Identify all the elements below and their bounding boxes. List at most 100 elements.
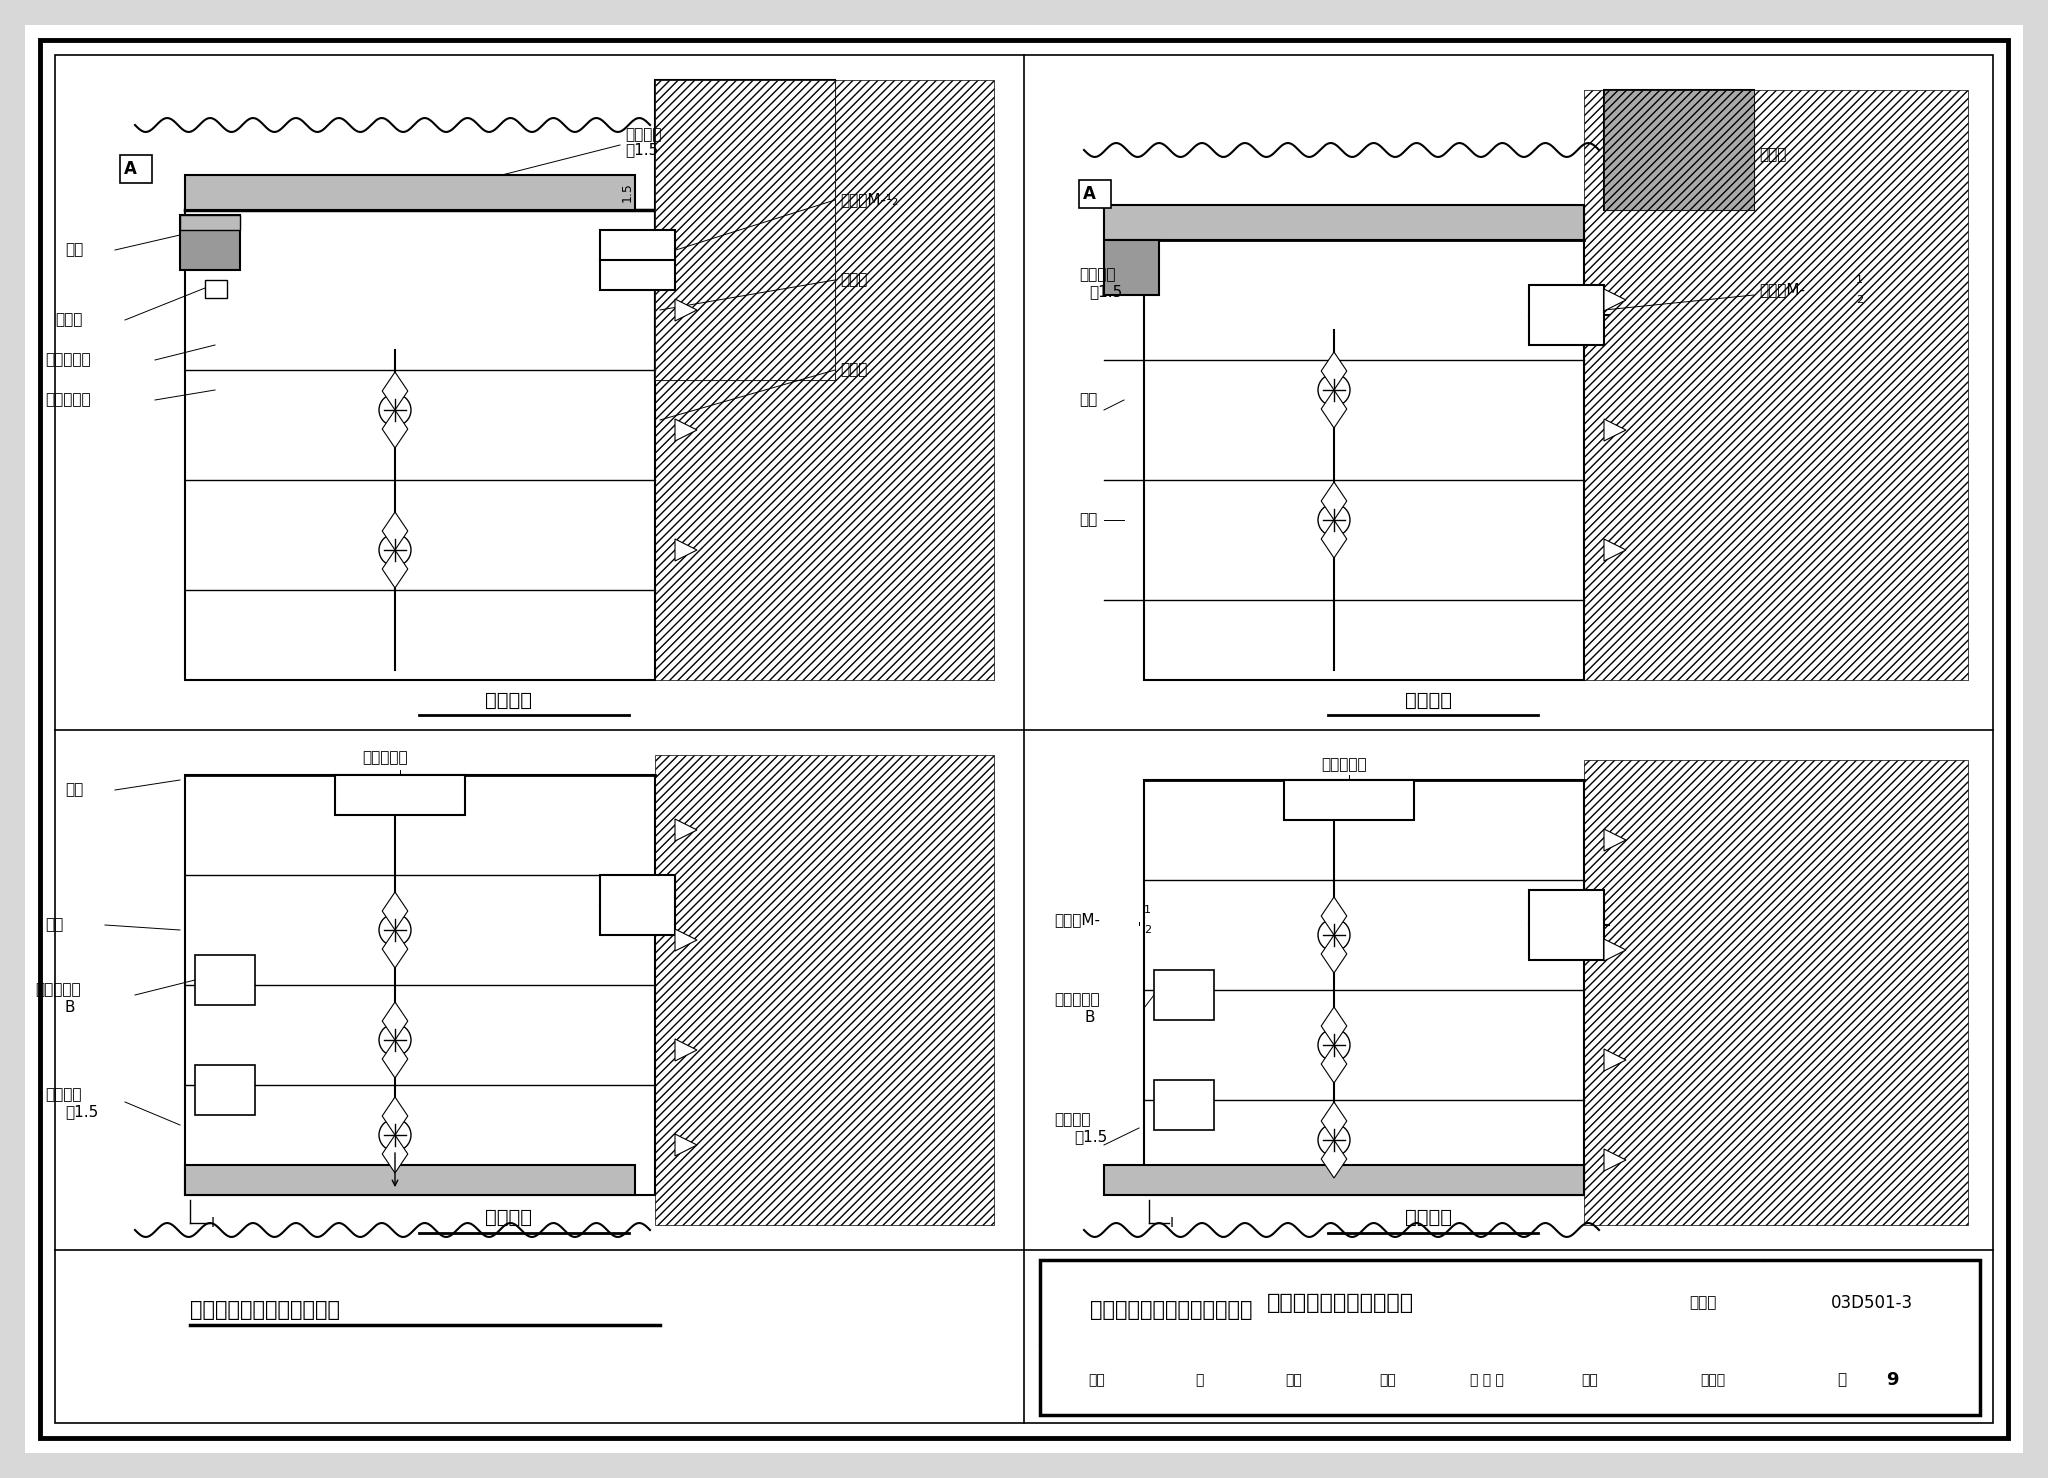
Bar	[336, 774, 465, 814]
Bar	[1604, 90, 1753, 210]
Polygon shape	[676, 418, 696, 440]
Text: 上端剖面: 上端剖面	[1405, 690, 1452, 709]
Text: 9: 9	[1886, 1372, 1898, 1389]
Polygon shape	[1321, 482, 1348, 520]
Text: 下端剖面: 下端剖面	[1405, 1208, 1452, 1227]
Text: 1.5: 1.5	[621, 182, 633, 202]
Polygon shape	[383, 1002, 408, 1041]
Text: 下封铝板: 下封铝板	[1055, 1113, 1090, 1128]
Bar	[1104, 205, 1583, 239]
Text: 社: 社	[1196, 1373, 1204, 1388]
Bar	[1604, 90, 1753, 210]
Polygon shape	[1604, 418, 1626, 440]
Bar	[1153, 1080, 1214, 1131]
Text: 蓝 反 很: 蓝 反 很	[1470, 1373, 1503, 1388]
Polygon shape	[1321, 390, 1348, 429]
Text: 下封铝板: 下封铝板	[45, 1088, 82, 1103]
Text: 下端剖面: 下端剖面	[485, 1208, 532, 1227]
Text: 厚1.5: 厚1.5	[66, 1104, 98, 1119]
Polygon shape	[1604, 1148, 1626, 1171]
Bar	[600, 231, 676, 290]
Polygon shape	[1604, 539, 1626, 562]
Text: 方垫圈: 方垫圈	[55, 312, 82, 328]
Bar	[1104, 239, 1159, 296]
Bar	[1145, 210, 1583, 680]
Polygon shape	[383, 550, 408, 588]
Polygon shape	[1321, 1007, 1348, 1045]
Text: 女儿墙: 女儿墙	[840, 362, 868, 377]
Text: 2: 2	[1145, 925, 1151, 936]
Bar	[184, 1165, 635, 1196]
Bar	[1104, 1165, 1583, 1196]
Polygon shape	[676, 930, 696, 950]
Circle shape	[1319, 1029, 1350, 1061]
Bar	[655, 80, 836, 380]
Text: 校对: 校对	[1380, 1373, 1397, 1388]
Text: I: I	[211, 1216, 215, 1230]
Text: 设计: 设计	[1581, 1373, 1597, 1388]
Bar	[180, 214, 240, 231]
Polygon shape	[383, 893, 408, 930]
Text: 上端剖面: 上端剖面	[485, 690, 532, 709]
Bar	[1145, 780, 1583, 1196]
Circle shape	[379, 1119, 412, 1151]
Text: 角钢: 角钢	[66, 782, 84, 798]
Circle shape	[379, 1024, 412, 1055]
Circle shape	[1319, 1123, 1350, 1156]
Text: I: I	[1169, 1216, 1174, 1230]
Circle shape	[1319, 374, 1350, 406]
Bar	[184, 774, 655, 1196]
Text: A: A	[123, 160, 137, 177]
Polygon shape	[1321, 1045, 1348, 1083]
Polygon shape	[1321, 352, 1348, 390]
Text: 2: 2	[1855, 296, 1864, 304]
Polygon shape	[676, 1039, 696, 1061]
Polygon shape	[1321, 1140, 1348, 1178]
Text: 1: 1	[1855, 275, 1864, 285]
Polygon shape	[676, 539, 696, 562]
Text: 玻璃: 玻璃	[1079, 393, 1098, 408]
Circle shape	[379, 534, 412, 566]
Polygon shape	[383, 372, 408, 409]
Text: 不锈钢螺母: 不锈钢螺母	[45, 352, 90, 368]
Text: 预埋件M-¹₂: 预埋件M-¹₂	[840, 192, 899, 207]
Polygon shape	[676, 819, 696, 841]
Text: 铝合金立柱: 铝合金立柱	[362, 751, 408, 766]
Bar	[195, 955, 256, 1005]
Text: 厚1.5: 厚1.5	[1073, 1129, 1108, 1144]
Text: 预埋件M-: 预埋件M-	[1759, 282, 1804, 297]
Bar	[195, 1066, 256, 1114]
Text: 预埋件M-: 预埋件M-	[1055, 912, 1100, 928]
Text: 1: 1	[1145, 905, 1151, 915]
Bar	[600, 875, 676, 936]
Text: 外紫修: 外紫修	[840, 272, 868, 288]
Bar	[1040, 1261, 1980, 1414]
Bar	[180, 214, 240, 270]
Text: 上封铝板: 上封铝板	[1079, 268, 1116, 282]
Text: B: B	[1083, 1009, 1094, 1024]
Bar	[655, 80, 993, 680]
Text: 铝合金立柱: 铝合金立柱	[1321, 758, 1366, 773]
Bar	[655, 755, 993, 1225]
Text: 玻璃: 玻璃	[45, 918, 63, 933]
Text: 外紫修: 外紫修	[1759, 148, 1786, 163]
Polygon shape	[383, 511, 408, 550]
Text: 审核: 审核	[1087, 1373, 1104, 1388]
Polygon shape	[1604, 829, 1626, 851]
Bar	[184, 174, 635, 210]
Text: 页: 页	[1837, 1373, 1847, 1388]
Polygon shape	[383, 1135, 408, 1174]
Circle shape	[1319, 504, 1350, 537]
Text: B: B	[66, 999, 76, 1014]
Circle shape	[379, 395, 412, 426]
Text: 审伍: 审伍	[1286, 1373, 1303, 1388]
Bar	[1284, 780, 1413, 820]
Text: 角钢: 角钢	[66, 242, 84, 257]
Bar	[1583, 760, 1968, 1225]
Polygon shape	[1321, 1103, 1348, 1140]
Text: 铝合金横柔: 铝合金横柔	[1055, 993, 1100, 1008]
Bar	[655, 80, 836, 380]
Bar	[1583, 90, 1968, 680]
Text: 图集号: 图集号	[1690, 1295, 1716, 1310]
Polygon shape	[1604, 1049, 1626, 1072]
